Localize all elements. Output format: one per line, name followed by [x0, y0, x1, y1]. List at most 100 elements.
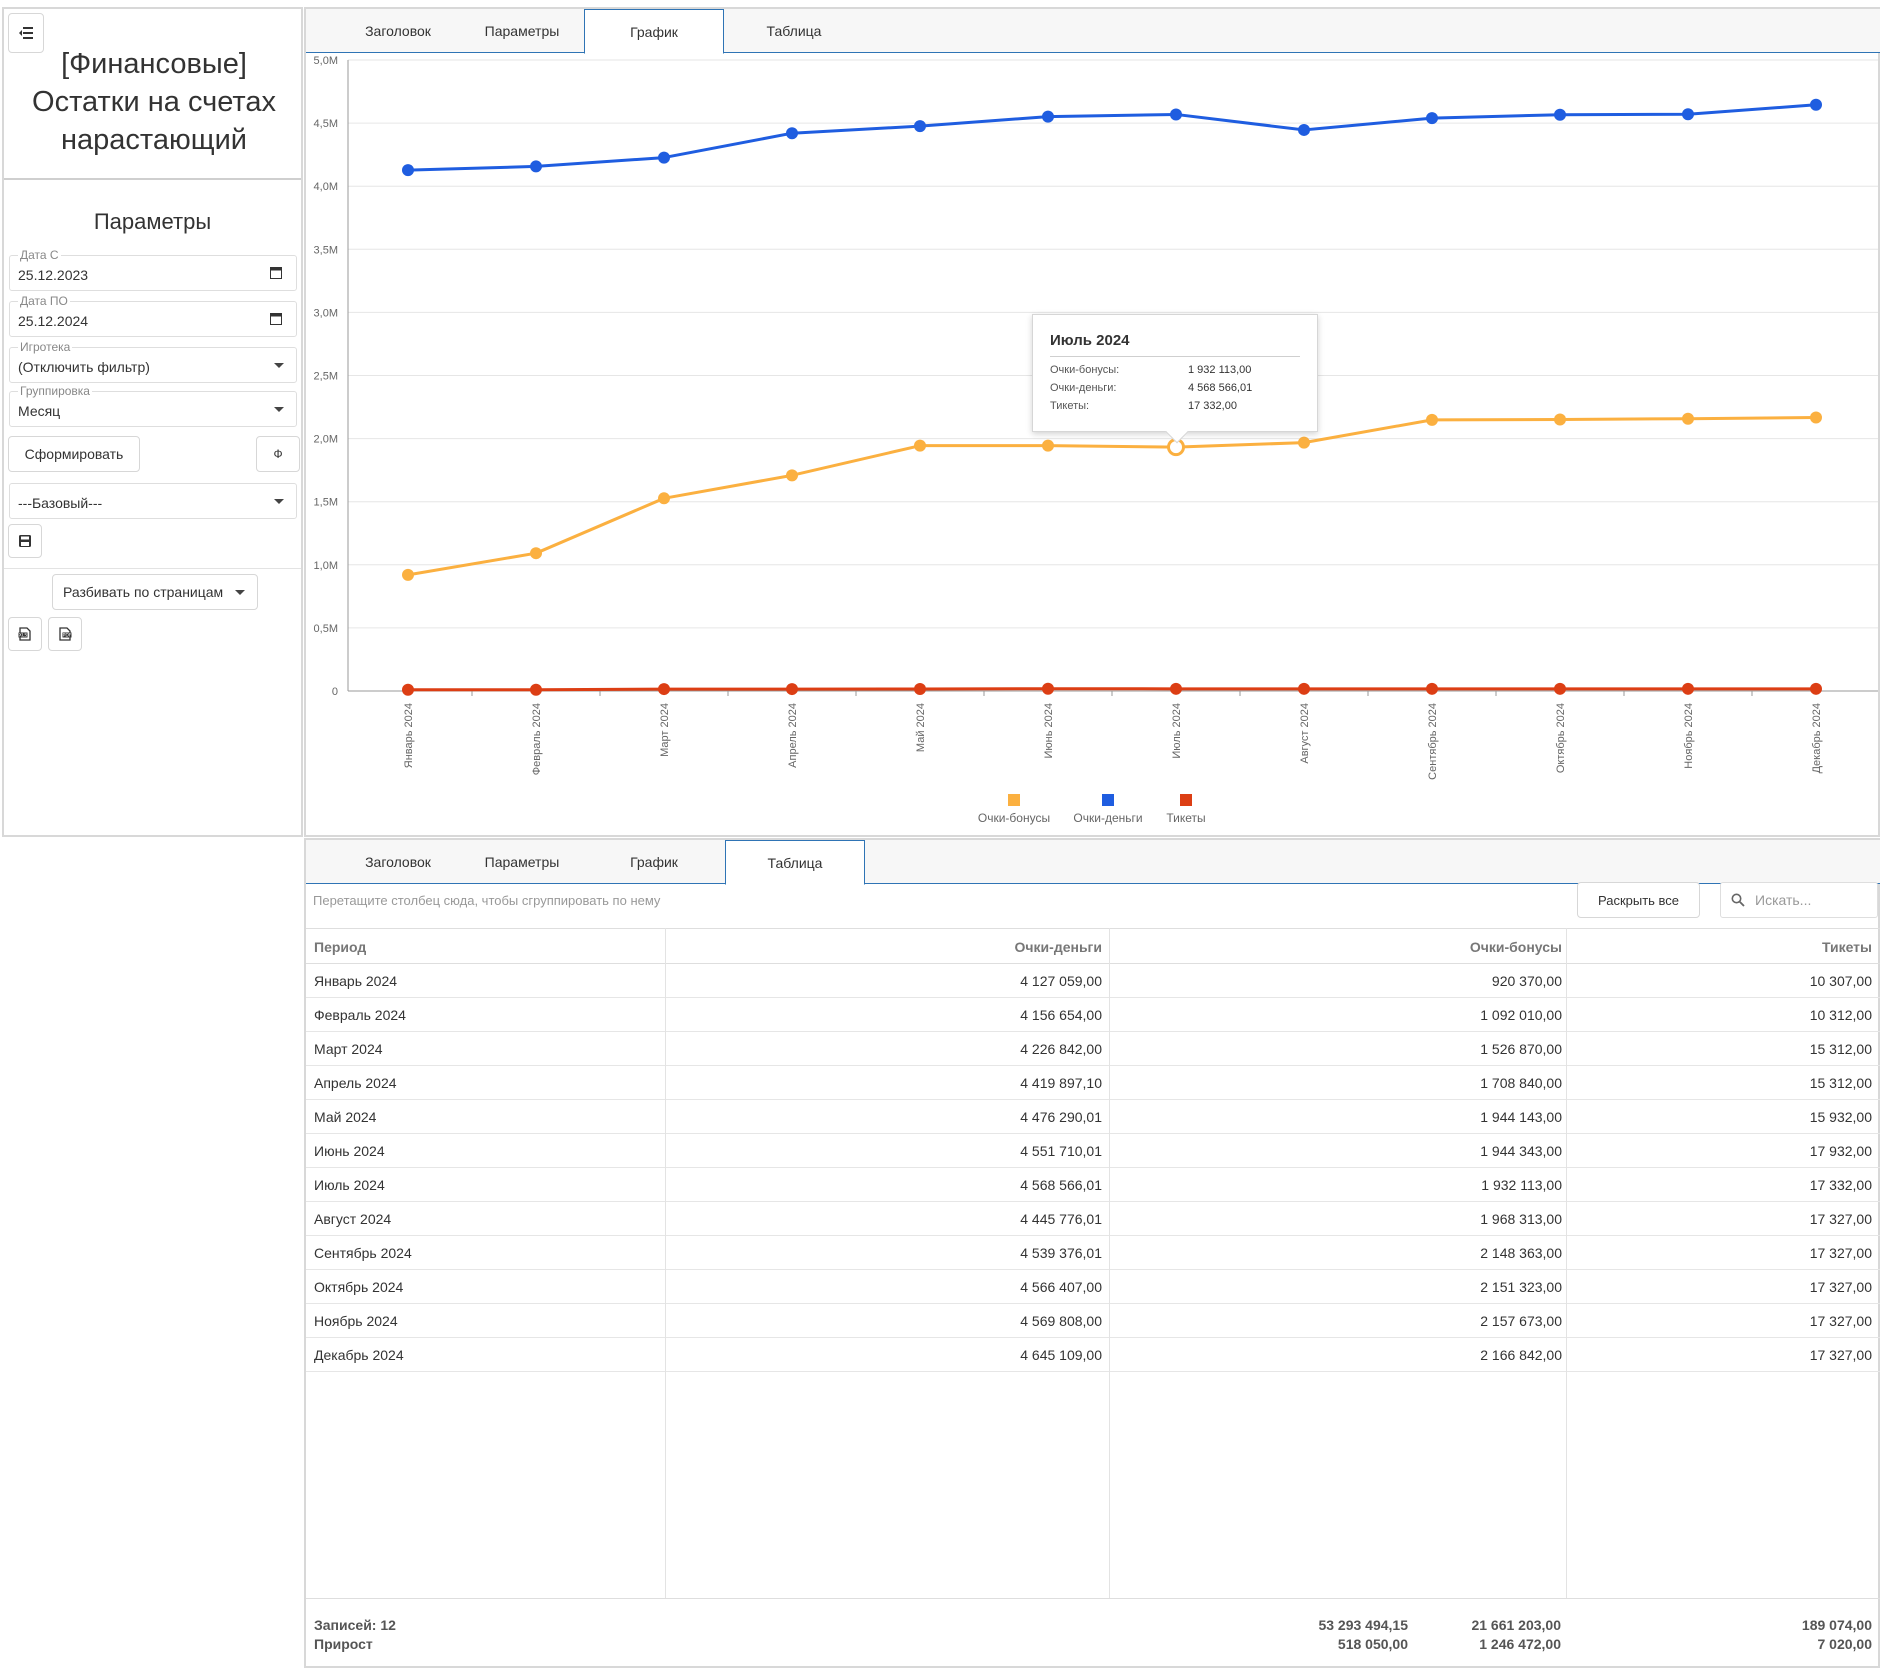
tab-params[interactable]: Параметры — [484, 23, 560, 39]
column-header-period[interactable]: Период — [314, 939, 367, 955]
x-tick-label: Март 2024 — [659, 703, 671, 757]
tooltip-row-bonus: Очки-бонусы: 1 932 113,00 — [1050, 364, 1251, 376]
cell-tickets: 10 307,00 — [1809, 973, 1872, 989]
y-tick-label: 4,5M — [314, 118, 338, 130]
chart-tabbar: Заголовок Параметры График Таблица — [306, 9, 1880, 54]
cell-money: 4 568 566,01 — [1020, 1177, 1102, 1193]
cell-period: Сентябрь 2024 — [314, 1245, 412, 1261]
cell-tickets: 17 332,00 — [1809, 1177, 1872, 1193]
cell-period: Апрель 2024 — [314, 1075, 397, 1091]
tab-table[interactable]: Таблица — [766, 23, 822, 39]
data-point — [658, 492, 670, 505]
data-point — [1682, 412, 1694, 425]
export-pdf-button[interactable]: PDF — [48, 617, 82, 651]
data-point — [1810, 682, 1822, 695]
tab-table[interactable]: Таблица — [725, 840, 865, 885]
date-from-field[interactable]: Дата С 25.12.2023 — [9, 248, 297, 291]
menu-toggle-button[interactable] — [8, 13, 44, 53]
y-tick-label: 2,5M — [314, 371, 338, 383]
data-point — [1298, 123, 1310, 136]
cell-money: 4 645 109,00 — [1020, 1347, 1102, 1363]
group-panel-hint[interactable]: Перетащите столбец сюда, чтобы сгруппиро… — [313, 893, 661, 908]
table-row[interactable]: Июнь 2024 4 551 710,01 1 944 343,00 17 932,… — [306, 1134, 1880, 1168]
svg-text:PDF: PDF — [63, 633, 72, 639]
table-row[interactable]: Август 2024 4 445 776,01 1 968 313,00 17 32… — [306, 1202, 1880, 1236]
table-panel — [304, 838, 1880, 1668]
table-row[interactable]: Июль 2024 4 568 566,01 1 932 113,00 17 332,… — [306, 1168, 1880, 1202]
cell-money: 4 445 776,01 — [1020, 1211, 1102, 1227]
table-row[interactable]: Апрель 2024 4 419 897,10 1 708 840,00 15 31… — [306, 1066, 1880, 1100]
x-tick-label: Октябрь 2024 — [1555, 703, 1567, 773]
preset-value: ---Базовый--- — [18, 495, 103, 511]
data-point — [1170, 108, 1182, 121]
y-tick-label: 0 — [332, 686, 338, 698]
data-point — [402, 164, 414, 177]
cell-bonus: 1 526 870,00 — [1480, 1041, 1562, 1057]
divider — [4, 568, 301, 569]
table-row[interactable]: Ноябрь 2024 4 569 808,00 2 157 673,00 17 32… — [306, 1304, 1880, 1338]
series-line-0 — [407, 416, 1817, 577]
tab-params[interactable]: Параметры — [484, 854, 560, 870]
cell-money: 4 551 710,01 — [1020, 1143, 1102, 1159]
expand-all-button[interactable]: Раскрыть все — [1577, 882, 1700, 918]
tab-header[interactable]: Заголовок — [365, 23, 431, 39]
filter-button[interactable]: Ф — [256, 436, 300, 472]
column-divider — [665, 928, 666, 1598]
x-tick-label: Август 2024 — [1299, 703, 1311, 764]
params-heading: Параметры — [93, 209, 212, 234]
cell-tickets: 17 327,00 — [1809, 1347, 1872, 1363]
cell-money: 4 419 897,10 — [1020, 1075, 1102, 1091]
column-header-money[interactable]: Очки-деньги — [1014, 939, 1102, 955]
paging-dropdown[interactable]: Разбивать по страницам — [52, 574, 258, 610]
save-preset-button[interactable] — [8, 524, 42, 558]
data-point — [786, 127, 798, 140]
cell-tickets: 15 932,00 — [1809, 1109, 1872, 1125]
cell-period: Июнь 2024 — [314, 1143, 385, 1159]
tooltip-title: Июль 2024 — [1050, 332, 1130, 349]
tab-header[interactable]: Заголовок — [365, 854, 431, 870]
cell-bonus: 1 932 113,00 — [1481, 1177, 1562, 1193]
export-xls-button[interactable]: XLS — [8, 617, 42, 651]
grouping-select[interactable]: Группировка Месяц — [9, 384, 297, 427]
table-row[interactable]: Январь 2024 4 127 059,00 920 370,00 10 307,… — [306, 964, 1880, 998]
y-tick-label: 5,0M — [314, 55, 338, 67]
search-input[interactable] — [1753, 891, 1871, 909]
cell-bonus: 2 166 842,00 — [1480, 1347, 1562, 1363]
calendar-icon[interactable] — [270, 312, 282, 325]
table-row[interactable]: Февраль 2024 4 156 654,00 1 092 010,00 10 3… — [306, 998, 1880, 1032]
search-icon — [1731, 893, 1745, 907]
preset-select[interactable]: ---Базовый--- — [9, 483, 297, 519]
legend-label: Тикеты — [1166, 811, 1205, 825]
cell-money: 4 476 290,01 — [1020, 1109, 1102, 1125]
y-tick-label: 4,0M — [314, 181, 338, 193]
gameroom-select[interactable]: Игротека (Отключить фильтр) — [9, 340, 297, 383]
chevron-down-icon — [274, 363, 284, 368]
tab-chart[interactable]: График — [584, 9, 724, 54]
column-header-tickets[interactable]: Тикеты — [1821, 939, 1872, 955]
date-to-field[interactable]: Дата ПО 25.12.2024 — [9, 294, 297, 337]
growth-money: 518 050,00 — [1337, 1636, 1408, 1652]
cell-bonus: 1 944 343,00 — [1480, 1143, 1562, 1159]
column-header-bonus[interactable]: Очки-бонусы — [1469, 939, 1562, 955]
search-box[interactable] — [1720, 882, 1878, 918]
growth-bonus: 1 246 472,00 — [1479, 1636, 1561, 1652]
cell-bonus: 2 148 363,00 — [1480, 1245, 1562, 1261]
table-row[interactable]: Октябрь 2024 4 566 407,00 2 151 323,00 17 3… — [306, 1270, 1880, 1304]
table-row[interactable]: Март 2024 4 226 842,00 1 526 870,00 15 312,… — [306, 1032, 1880, 1066]
chevron-down-icon — [274, 499, 284, 504]
table-row[interactable]: Сентябрь 2024 4 539 376,01 2 148 363,00 17 … — [306, 1236, 1880, 1270]
x-tick-label: Сентябрь 2024 — [1427, 703, 1439, 780]
x-tick-label: Июнь 2024 — [1043, 703, 1055, 759]
tooltip-value: 17 332,00 — [1188, 400, 1237, 412]
cell-money: 4 127 059,00 — [1020, 973, 1102, 989]
table-row[interactable]: Май 2024 4 476 290,01 1 944 143,00 15 932,0… — [306, 1100, 1880, 1134]
data-point — [1554, 108, 1566, 121]
data-point — [1810, 98, 1822, 111]
tab-chart[interactable]: График — [630, 854, 678, 870]
cell-period: Март 2024 — [314, 1041, 383, 1057]
data-point — [1682, 682, 1694, 695]
cell-period: Июль 2024 — [314, 1177, 385, 1193]
table-row[interactable]: Декабрь 2024 4 645 109,00 2 166 842,00 17 3… — [306, 1338, 1880, 1372]
generate-button[interactable]: Сформировать — [8, 436, 140, 472]
calendar-icon[interactable] — [270, 266, 282, 279]
